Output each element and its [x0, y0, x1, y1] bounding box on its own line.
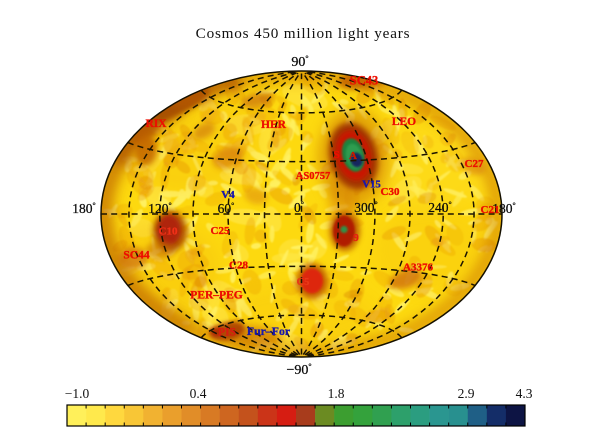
svg-text:Fur–For: Fur–For: [247, 324, 290, 338]
svg-text:90°: 90°: [291, 54, 308, 70]
svg-text:C28: C28: [229, 260, 248, 272]
svg-text:−90°: −90°: [286, 362, 311, 378]
svg-text:C27: C27: [465, 158, 484, 170]
svg-text:HER: HER: [261, 119, 287, 131]
svg-text:A3376: A3376: [403, 262, 433, 274]
svg-text:V4: V4: [221, 189, 235, 201]
svg-text:C25: C25: [211, 225, 230, 237]
svg-text:180°: 180°: [72, 201, 95, 216]
svg-text:C5: C5: [297, 277, 310, 288]
svg-text:60°: 60°: [218, 201, 235, 216]
svg-text:SC44: SC44: [123, 250, 149, 262]
svg-text:2.9: 2.9: [458, 386, 475, 401]
svg-text:PER–PEG: PER–PEG: [190, 290, 242, 302]
svg-text:240°: 240°: [428, 200, 451, 215]
svg-text:C21: C21: [481, 204, 500, 216]
svg-text:SC43: SC43: [350, 74, 378, 88]
svg-text:C10: C10: [159, 226, 178, 238]
svg-text:V15: V15: [362, 179, 381, 191]
svg-text:S: S: [333, 149, 339, 161]
svg-text:1.8: 1.8: [328, 386, 345, 401]
svg-text:0.4: 0.4: [190, 386, 207, 401]
svg-text:120°: 120°: [148, 201, 171, 216]
svg-text:LEO: LEO: [392, 116, 416, 128]
svg-text:4.3: 4.3: [516, 386, 533, 401]
svg-text:PIS: PIS: [218, 327, 236, 339]
svg-text:AS0757: AS0757: [296, 171, 330, 182]
svg-text:180°: 180°: [492, 201, 515, 216]
svg-text:A: A: [349, 150, 357, 162]
svg-text:300°: 300°: [354, 200, 377, 215]
svg-text:−1.0: −1.0: [65, 386, 90, 401]
svg-text:RIX: RIX: [145, 118, 167, 130]
svg-text:Cosmos 450 million light years: Cosmos 450 million light years: [196, 25, 411, 42]
svg-text:0°: 0°: [294, 200, 304, 215]
svg-text:9: 9: [353, 232, 359, 244]
svg-text:C30: C30: [381, 186, 400, 198]
